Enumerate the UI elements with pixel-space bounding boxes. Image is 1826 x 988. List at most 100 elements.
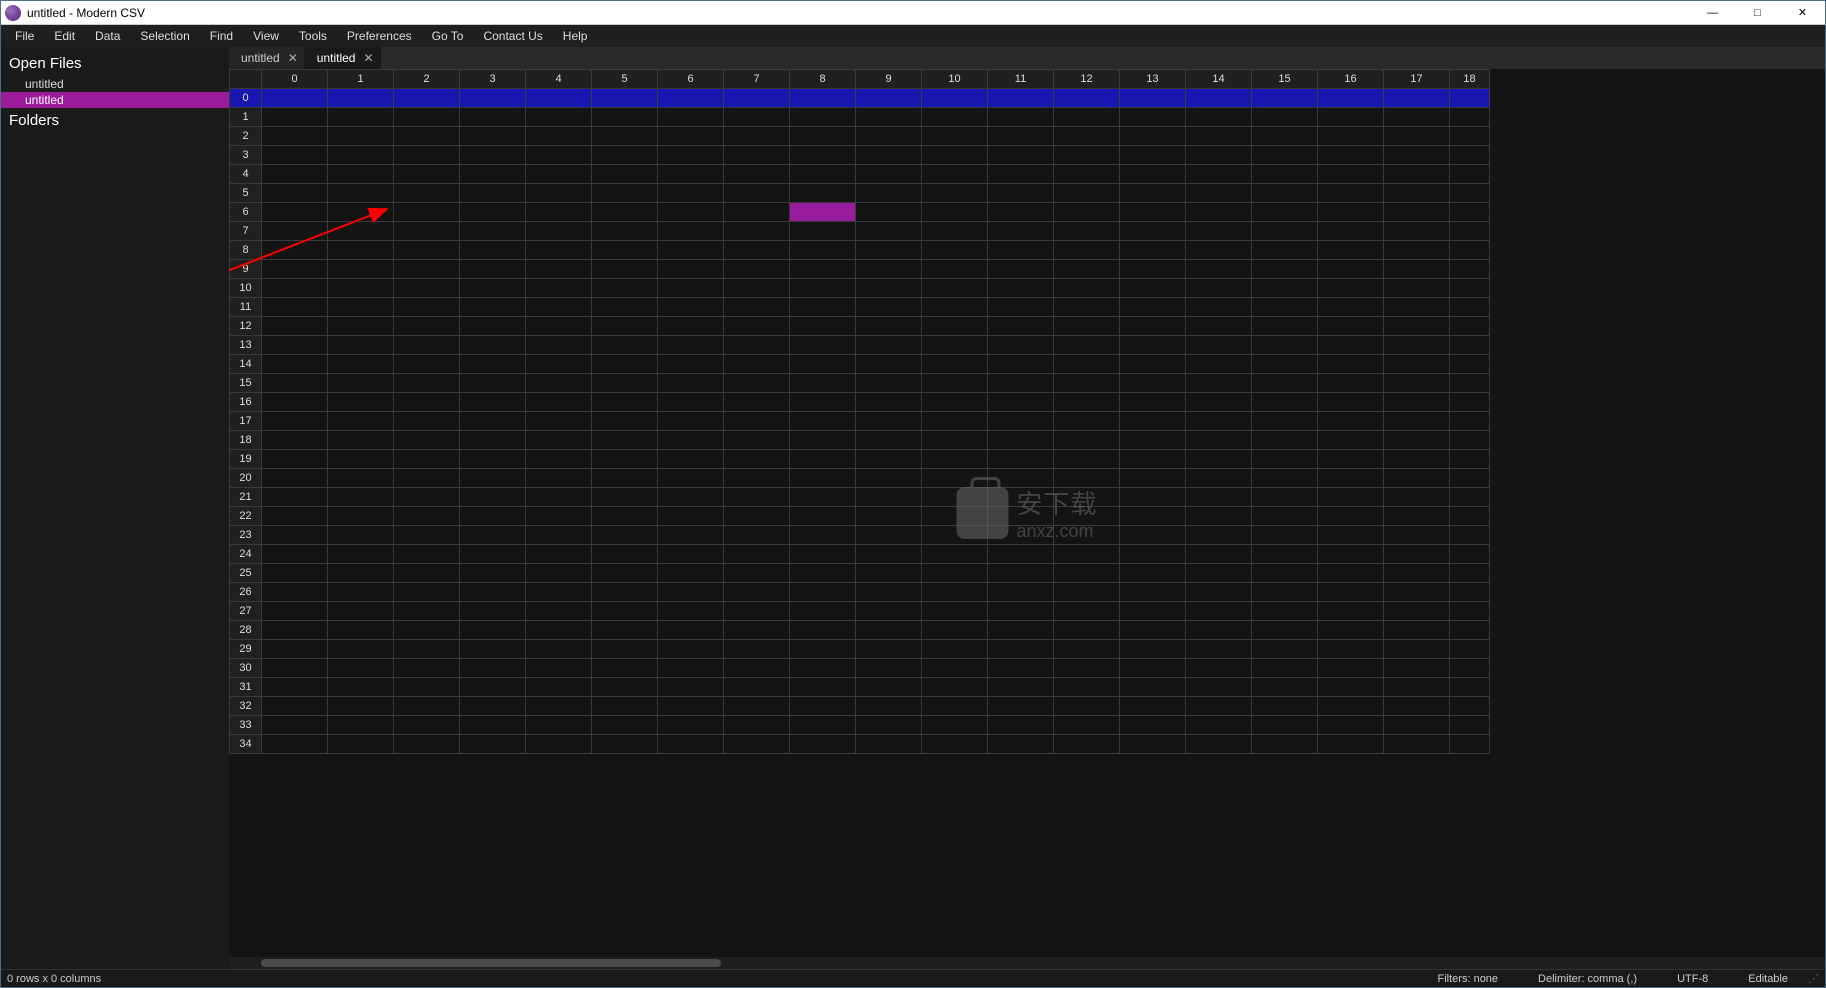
- cell[interactable]: [328, 317, 394, 336]
- cell[interactable]: [1120, 621, 1186, 640]
- cell[interactable]: [1450, 203, 1490, 222]
- cell[interactable]: [394, 203, 460, 222]
- cell[interactable]: [856, 317, 922, 336]
- cell[interactable]: [592, 355, 658, 374]
- cell[interactable]: [922, 602, 988, 621]
- cell[interactable]: [262, 526, 328, 545]
- cell[interactable]: [1252, 184, 1318, 203]
- cell[interactable]: [1318, 431, 1384, 450]
- status-delimiter[interactable]: Delimiter: comma (,): [1538, 973, 1637, 985]
- cell[interactable]: [1384, 184, 1450, 203]
- cell[interactable]: [790, 298, 856, 317]
- cell[interactable]: [1384, 222, 1450, 241]
- cell[interactable]: [1186, 127, 1252, 146]
- cell[interactable]: [922, 450, 988, 469]
- cell[interactable]: [328, 336, 394, 355]
- cell[interactable]: [460, 716, 526, 735]
- cell[interactable]: [592, 336, 658, 355]
- menu-selection[interactable]: Selection: [130, 27, 199, 45]
- cell[interactable]: [1186, 659, 1252, 678]
- cell[interactable]: [460, 298, 526, 317]
- cell[interactable]: [856, 412, 922, 431]
- cell[interactable]: [658, 488, 724, 507]
- cell[interactable]: [1252, 450, 1318, 469]
- cell[interactable]: [790, 735, 856, 754]
- cell[interactable]: [658, 507, 724, 526]
- cell[interactable]: [262, 203, 328, 222]
- cell[interactable]: [1120, 488, 1186, 507]
- cell[interactable]: [1120, 735, 1186, 754]
- cell[interactable]: [790, 564, 856, 583]
- cell[interactable]: [856, 108, 922, 127]
- cell[interactable]: [526, 89, 592, 108]
- cell[interactable]: [922, 165, 988, 184]
- cell[interactable]: [1252, 260, 1318, 279]
- cell[interactable]: [856, 279, 922, 298]
- cell[interactable]: [262, 165, 328, 184]
- cell[interactable]: [1384, 469, 1450, 488]
- cell[interactable]: [724, 298, 790, 317]
- cell[interactable]: [988, 146, 1054, 165]
- column-header[interactable]: 1: [328, 70, 394, 89]
- cell[interactable]: [658, 564, 724, 583]
- cell[interactable]: [526, 260, 592, 279]
- cell[interactable]: [526, 697, 592, 716]
- cell[interactable]: [460, 583, 526, 602]
- cell[interactable]: [262, 108, 328, 127]
- cell[interactable]: [394, 146, 460, 165]
- status-filters[interactable]: Filters: none: [1438, 973, 1499, 985]
- cell[interactable]: [1318, 241, 1384, 260]
- cell[interactable]: [1318, 602, 1384, 621]
- cell[interactable]: [1384, 640, 1450, 659]
- cell[interactable]: [658, 393, 724, 412]
- cell[interactable]: [1186, 89, 1252, 108]
- cell[interactable]: [988, 469, 1054, 488]
- cell[interactable]: [592, 108, 658, 127]
- cell[interactable]: [988, 545, 1054, 564]
- cell[interactable]: [922, 127, 988, 146]
- cell[interactable]: [1318, 374, 1384, 393]
- cell[interactable]: [1252, 298, 1318, 317]
- cell[interactable]: [988, 108, 1054, 127]
- cell[interactable]: [1120, 222, 1186, 241]
- cell[interactable]: [592, 127, 658, 146]
- cell[interactable]: [1120, 564, 1186, 583]
- cell[interactable]: [658, 260, 724, 279]
- row-header[interactable]: 0: [230, 89, 262, 108]
- cell[interactable]: [262, 564, 328, 583]
- cell[interactable]: [988, 89, 1054, 108]
- cell[interactable]: [592, 89, 658, 108]
- cell[interactable]: [856, 127, 922, 146]
- cell[interactable]: [526, 735, 592, 754]
- cell[interactable]: [1186, 203, 1252, 222]
- cell[interactable]: [1054, 184, 1120, 203]
- cell[interactable]: [922, 716, 988, 735]
- cell[interactable]: [856, 640, 922, 659]
- cell[interactable]: [1252, 697, 1318, 716]
- cell[interactable]: [328, 241, 394, 260]
- cell[interactable]: [526, 545, 592, 564]
- cell[interactable]: [988, 412, 1054, 431]
- open-file-item[interactable]: untitled: [1, 76, 229, 92]
- cell[interactable]: [1450, 450, 1490, 469]
- cell[interactable]: [724, 146, 790, 165]
- cell[interactable]: [724, 89, 790, 108]
- cell[interactable]: [262, 488, 328, 507]
- cell[interactable]: [988, 640, 1054, 659]
- cell[interactable]: [1186, 374, 1252, 393]
- cell[interactable]: [988, 659, 1054, 678]
- cell[interactable]: [658, 336, 724, 355]
- cell[interactable]: [1054, 735, 1120, 754]
- cell[interactable]: [922, 355, 988, 374]
- cell[interactable]: [1450, 279, 1490, 298]
- cell[interactable]: [724, 583, 790, 602]
- cell[interactable]: [1120, 336, 1186, 355]
- cell[interactable]: [262, 374, 328, 393]
- cell[interactable]: [856, 146, 922, 165]
- row-header[interactable]: 9: [230, 260, 262, 279]
- cell[interactable]: [526, 241, 592, 260]
- cell[interactable]: [1318, 298, 1384, 317]
- cell[interactable]: [1186, 469, 1252, 488]
- cell[interactable]: [1450, 716, 1490, 735]
- cell[interactable]: [724, 355, 790, 374]
